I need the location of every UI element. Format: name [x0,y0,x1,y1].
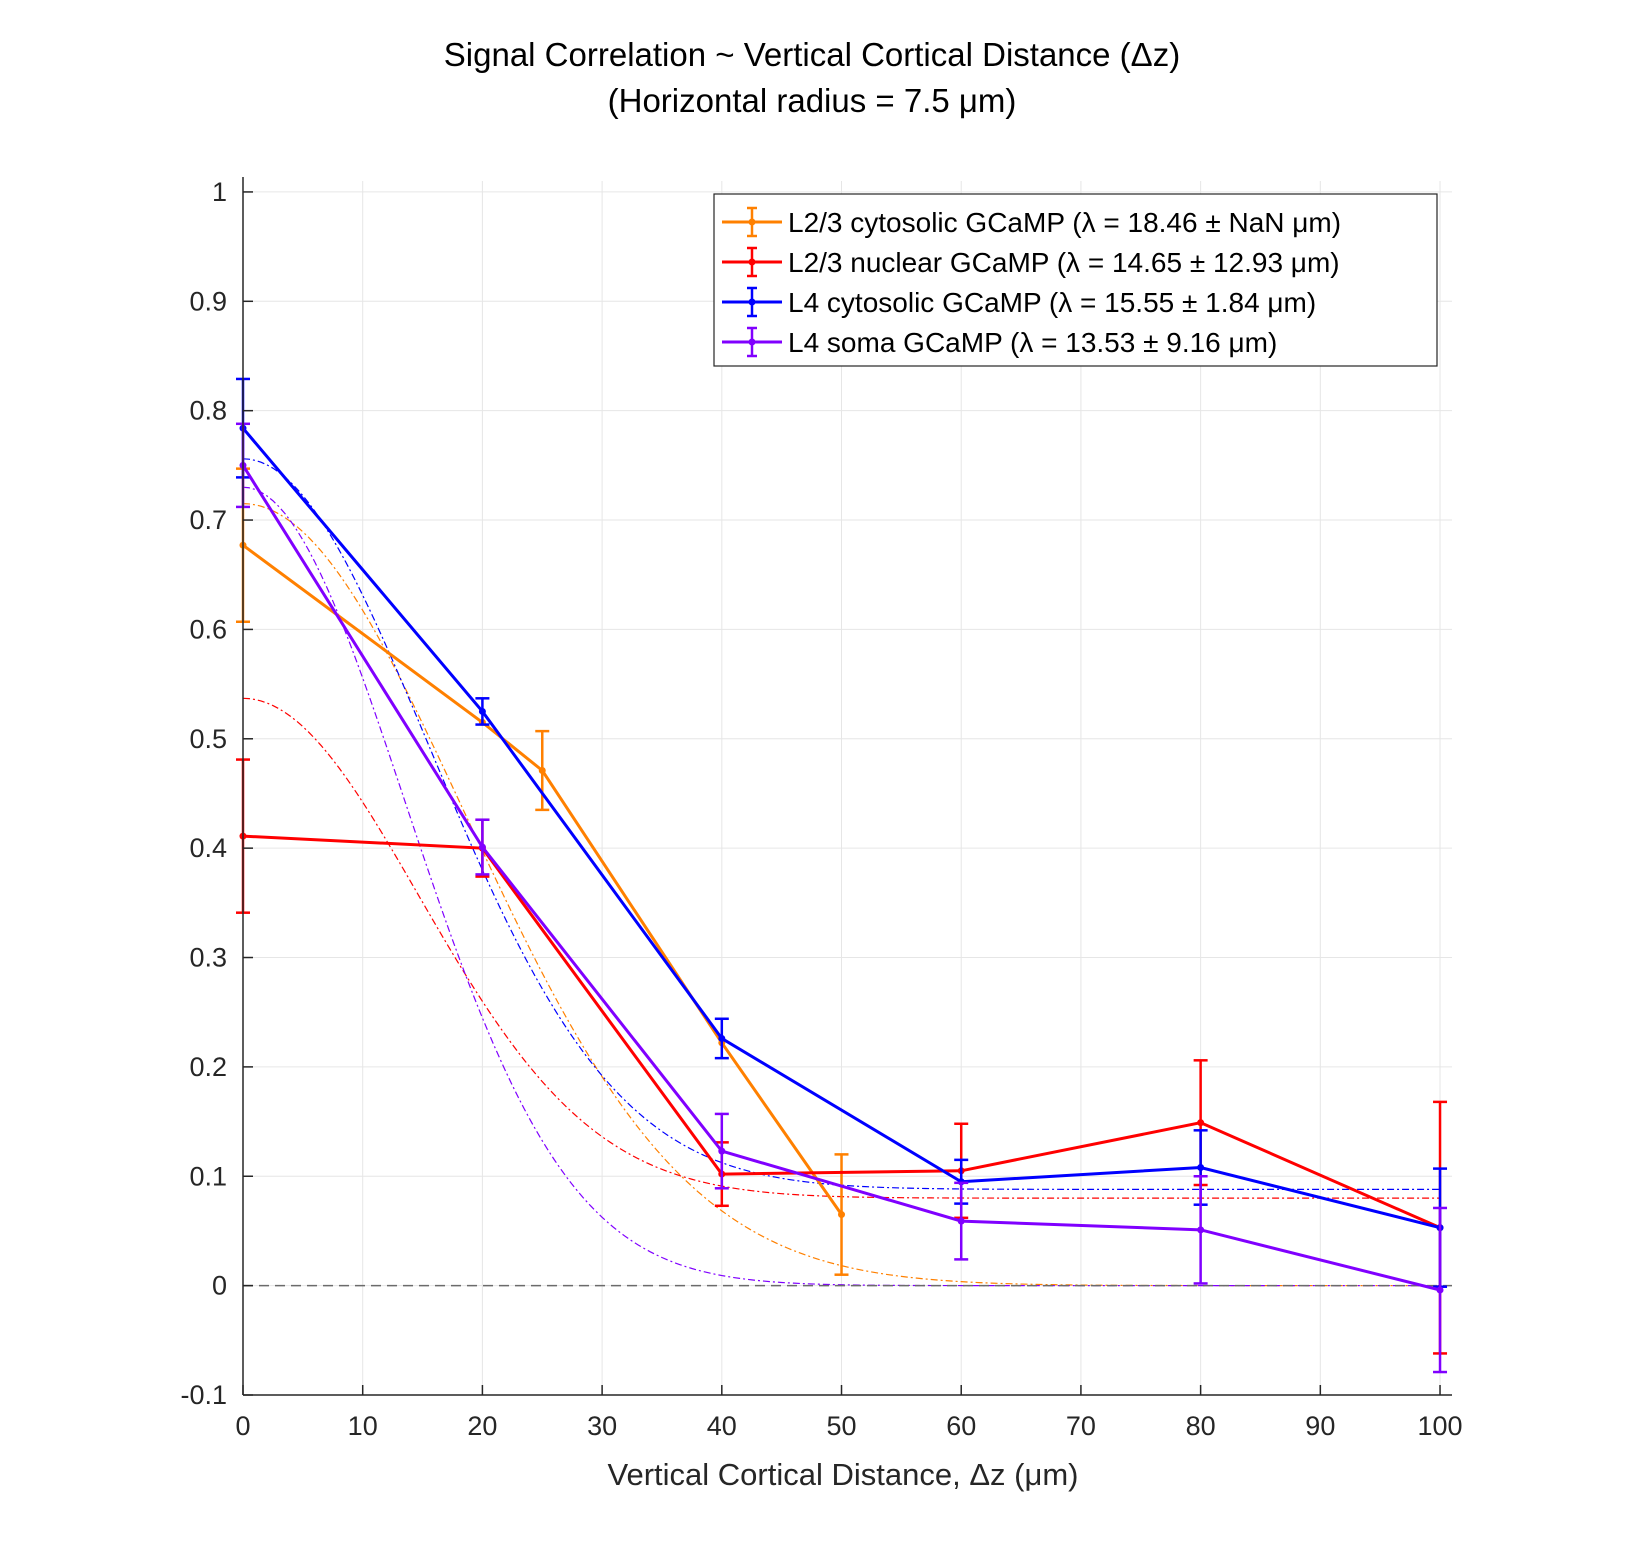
data-point [478,843,486,851]
x-tick-label: 80 [1186,1411,1216,1441]
axes [242,177,1452,1396]
x-tick-label: 70 [1066,1411,1096,1441]
fit-curve [242,458,1441,1190]
data-point [1436,1286,1444,1294]
series-line [241,427,1441,1230]
data-point [1197,1164,1205,1172]
y-tick-labels: -0.1 0 0.1 0.2 0.3 0.4 0.5 0.6 0.7 0.8 0.9 1 [180,177,227,1410]
series-lines [236,377,1448,1374]
x-tick-label: 30 [587,1411,617,1441]
chart-title: Signal Correlation ~ Vertical Cortical D… [444,36,1180,73]
legend: L2/3 cytosolic GCaMP (λ = 18.46 ± NaN μm… [713,193,1438,367]
x-tick-label: 100 [1417,1411,1462,1441]
legend-box [713,193,1438,367]
data-point [1197,1226,1205,1234]
x-tick-label: 40 [707,1411,737,1441]
legend-entry-label: L4 soma GCaMP (λ = 13.53 ± 9.16 μm) [788,327,1277,358]
data-point [957,1217,965,1225]
series-line [241,464,1441,1292]
fit-curve [242,503,1441,1287]
x-tick-label: 10 [348,1411,378,1441]
legend-swatch-marker [748,338,756,346]
y-tick-label: -0.1 [180,1380,227,1410]
x-tick-label: 90 [1305,1411,1335,1441]
data-point [478,707,486,715]
y-tick-label: 0.7 [189,505,227,535]
y-tick-label: 0.3 [189,943,227,973]
x-tick-label: 20 [467,1411,497,1441]
y-tick-label: 0.2 [189,1052,227,1082]
data-point [838,1211,846,1219]
legend-swatch-marker [748,218,756,226]
y-tick-label: 1 [212,177,227,207]
x-tick-label: 50 [826,1411,856,1441]
y-tick-label: 0 [212,1271,227,1301]
y-tick-label: 0.1 [189,1161,227,1191]
chart-subtitle: (Horizontal radius = 7.5 μm) [608,82,1017,119]
legend-entry-label: L2/3 nuclear GCaMP (λ = 14.65 ± 12.93 μm… [788,247,1340,278]
y-tick-label: 0.4 [189,833,227,863]
data-point [718,1034,726,1042]
legend-entry-label: L4 cytosolic GCaMP (λ = 15.55 ± 1.84 μm) [788,287,1316,318]
y-tick-label: 0.8 [189,396,227,426]
x-axis-label: Vertical Cortical Distance, Δz (μm) [608,1457,1079,1492]
x-tick-label: 60 [946,1411,976,1441]
series-line [242,834,1441,1230]
y-tick-label: 0.6 [189,614,227,644]
data-point [1197,1119,1205,1127]
data-point [718,1147,726,1155]
y-tick-label: 0.5 [189,724,227,754]
x-tick-labels: 0 10 20 30 40 50 60 70 80 90 100 [235,1411,1462,1441]
x-tick-label: 0 [235,1411,250,1441]
legend-entry-label: L2/3 cytosolic GCaMP (λ = 18.46 ± NaN μm… [788,207,1341,238]
data-point [538,767,546,775]
fit-curve [242,486,1441,1287]
y-tick-label: 0.9 [189,286,227,316]
legend-swatch-marker [748,298,756,306]
legend-swatch-marker [748,258,756,266]
